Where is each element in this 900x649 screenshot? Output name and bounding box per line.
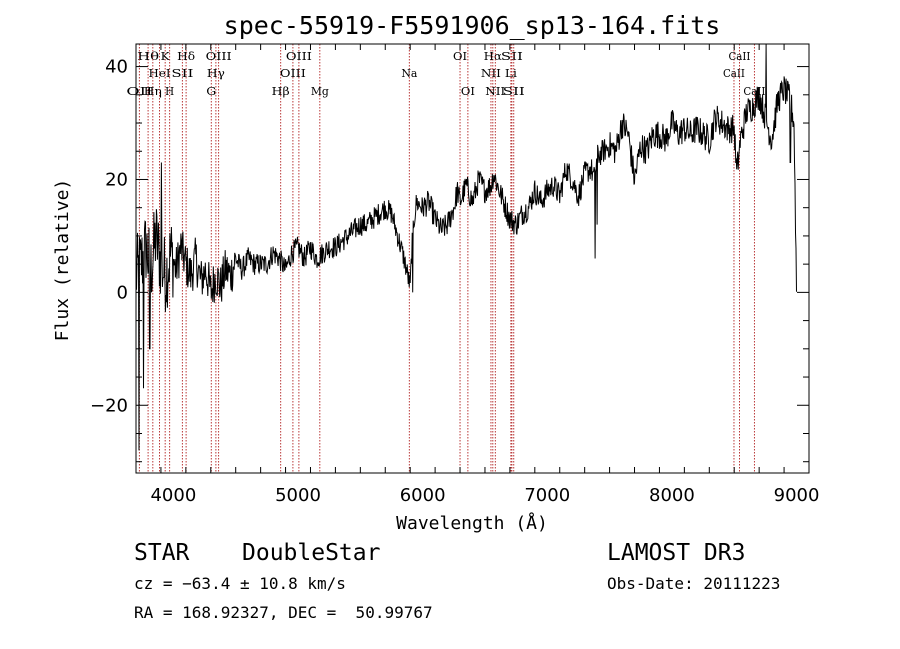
- line-label-7: Hδ: [177, 49, 195, 63]
- object-class: STAR: [134, 540, 190, 566]
- coordinates: RA = 168.92327, DEC = 50.99767: [134, 603, 433, 622]
- x-tick-label: 4000: [150, 485, 196, 506]
- line-label-3: HeI: [149, 66, 171, 80]
- survey-name: LAMOST DR3: [607, 540, 746, 566]
- x-tick-label: 7000: [524, 485, 570, 506]
- redshift-cz: cz = −63.4 ± 10.8 km/s: [134, 574, 346, 593]
- line-label-10: OIII: [206, 49, 232, 63]
- line-label-23: SII: [503, 84, 525, 98]
- y-tick-label: 20: [105, 169, 128, 190]
- line-label-2: Hη: [144, 84, 162, 98]
- line-label-16: OI: [453, 49, 467, 63]
- line-label-18: NII: [481, 66, 501, 80]
- line-label-12: OIII: [280, 66, 306, 80]
- line-label-0: Hθ: [137, 49, 159, 63]
- plot-frame: [135, 43, 810, 474]
- line-label-9: Hγ: [207, 66, 225, 80]
- x-tick-label: 5000: [275, 485, 321, 506]
- y-tick-label: 40: [105, 57, 128, 78]
- line-label-13: OIII: [286, 49, 312, 63]
- line-label-22: SII: [501, 49, 523, 63]
- x-tick-label: 8000: [649, 485, 695, 506]
- line-label-6: SII: [171, 66, 193, 80]
- chart-title: spec-55919-F5591906_sp13-164.fits: [224, 11, 721, 40]
- x-axis-label: Wavelength (Å): [396, 512, 548, 534]
- spectrum-series: [135, 43, 797, 451]
- line-label-20: NII: [485, 84, 505, 98]
- line-label-14: Mg: [311, 84, 330, 98]
- y-tick-label: −20: [90, 395, 128, 416]
- observation-date: Obs-Date: 20111223: [607, 574, 781, 593]
- axis-ticks: 4000 5000 6000 7000 8000 9000 −20 0 20 40: [90, 44, 819, 506]
- y-tick-label: 0: [117, 282, 128, 303]
- line-label-1: OII: [126, 84, 152, 98]
- line-label-24: CaII: [723, 66, 745, 80]
- x-tick-label: 6000: [400, 485, 446, 506]
- x-tick-label: 9000: [774, 485, 820, 506]
- line-label-8: G: [206, 84, 216, 98]
- line-label-5: H: [165, 84, 174, 98]
- line-label-17: OI: [461, 84, 475, 98]
- y-axis-label: Flux (relative): [52, 179, 73, 342]
- line-label-19: Hα: [484, 49, 502, 63]
- line-label-21: Li: [505, 66, 517, 80]
- line-label-11: Hβ: [272, 84, 290, 98]
- object-subclass: DoubleStar: [242, 540, 381, 566]
- line-label-15: Na: [401, 66, 417, 80]
- flux-series-line: [135, 43, 797, 451]
- line-label-4: K: [161, 49, 170, 63]
- line-label-25: CaII: [728, 49, 750, 63]
